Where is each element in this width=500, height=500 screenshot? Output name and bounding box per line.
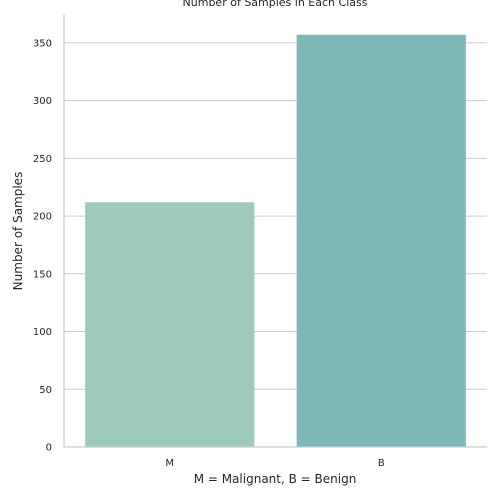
- y-tick-label: 200: [33, 212, 52, 223]
- y-tick-label: 300: [33, 96, 52, 107]
- y-tick-label: 350: [33, 38, 52, 49]
- y-tick-label: 50: [39, 385, 52, 396]
- y-tick-label: 150: [33, 269, 52, 280]
- y-tick-label: 100: [33, 327, 52, 338]
- bar-m: [85, 202, 254, 447]
- y-tick-label: 250: [33, 154, 52, 165]
- x-axis-label: M = Malignant, B = Benign: [194, 472, 357, 486]
- y-tick-labels: 0 50 100 150 200 250 300 350: [33, 38, 52, 453]
- y-tick-label: 0: [46, 443, 52, 454]
- chart-title: Number of Samples in Each Class: [183, 0, 368, 9]
- y-axis-label: Number of Samples: [11, 172, 25, 291]
- bar-b: [297, 35, 466, 447]
- bars: [85, 35, 466, 447]
- x-tick-label: M: [165, 458, 174, 469]
- x-tick-label: B: [378, 458, 385, 469]
